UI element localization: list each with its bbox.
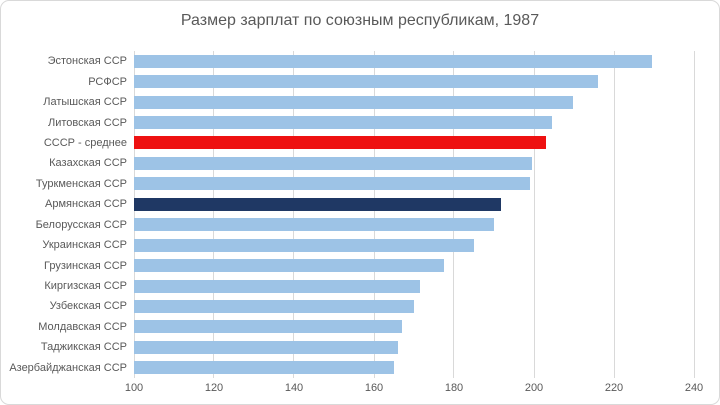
category-label: Казахская ССР xyxy=(49,157,127,170)
x-tick-label: 140 xyxy=(284,382,304,394)
gridline-180 xyxy=(453,51,455,378)
x-tick-label: 120 xyxy=(204,382,224,394)
x-tick-label: 200 xyxy=(524,382,544,394)
category-label: Украинская ССР xyxy=(42,239,127,252)
category-label: Азербайджанская ССР xyxy=(9,361,127,374)
bar-row xyxy=(134,358,694,378)
category-label: Туркменская ССР xyxy=(35,177,127,190)
gridline-240 xyxy=(693,51,695,378)
gridline-140 xyxy=(293,51,295,378)
category-label: Армянская ССР xyxy=(45,198,127,211)
x-tick-label: 160 xyxy=(364,382,384,394)
plot-area xyxy=(133,51,695,378)
category-label: Молдавская ССР xyxy=(38,320,127,333)
bar-5 xyxy=(134,136,546,150)
bar-row xyxy=(134,337,694,357)
category-label: Киргизская ССР xyxy=(44,280,127,293)
bar-row xyxy=(134,112,694,132)
gridline-220 xyxy=(613,51,615,378)
bar-row xyxy=(134,153,694,173)
bar-row xyxy=(134,276,694,296)
bar-10 xyxy=(134,238,474,252)
gridline-120 xyxy=(213,51,215,378)
bar-series xyxy=(134,51,694,378)
bar-row xyxy=(134,174,694,194)
category-label: СССР - среднее xyxy=(43,136,127,149)
bar-row xyxy=(134,51,694,71)
x-tick-label: 240 xyxy=(684,382,704,394)
bar-row xyxy=(134,255,694,275)
bar-2 xyxy=(134,75,599,89)
bar-6 xyxy=(134,156,533,170)
bar-9 xyxy=(134,218,495,232)
bar-12 xyxy=(134,279,420,293)
gridline-160 xyxy=(373,51,375,378)
bar-row xyxy=(134,194,694,214)
category-axis: Эстонская ССР РСФСР Латышская ССР Литовская… xyxy=(1,51,127,378)
bar-3 xyxy=(134,95,573,109)
bar-1 xyxy=(134,54,652,68)
category-label: Литовская ССР xyxy=(47,116,127,129)
bar-13 xyxy=(134,299,414,313)
bar-14 xyxy=(134,320,402,334)
bar-7 xyxy=(134,177,530,191)
category-label: Узбекская ССР xyxy=(49,300,127,313)
gridline-100 xyxy=(133,51,135,378)
category-label: Белорусская ССР xyxy=(35,218,127,231)
category-label: Латышская ССР xyxy=(43,96,127,109)
category-label: Эстонская ССР xyxy=(47,55,127,68)
value-axis: 100 120 140 160 180 200 220 240 xyxy=(1,382,719,398)
bar-row xyxy=(134,215,694,235)
bar-row xyxy=(134,92,694,112)
bar-row xyxy=(134,296,694,316)
bar-8 xyxy=(134,197,501,211)
bar-4 xyxy=(134,116,553,130)
bar-row xyxy=(134,317,694,337)
bar-row xyxy=(134,71,694,91)
bar-11 xyxy=(134,259,444,273)
x-tick-label: 100 xyxy=(124,382,144,394)
bar-row xyxy=(134,235,694,255)
category-label: Грузинская ССР xyxy=(43,259,127,272)
x-tick-label: 220 xyxy=(604,382,624,394)
x-tick-label: 180 xyxy=(444,382,464,394)
chart-title: Размер зарплат по союзным республикам, 1… xyxy=(180,12,540,29)
category-label: РСФСР xyxy=(88,75,127,88)
bar-row xyxy=(134,133,694,153)
category-label: Таджикская ССР xyxy=(40,341,127,354)
gridline-200 xyxy=(533,51,535,378)
bar-16 xyxy=(134,361,394,375)
bar-15 xyxy=(134,340,399,354)
